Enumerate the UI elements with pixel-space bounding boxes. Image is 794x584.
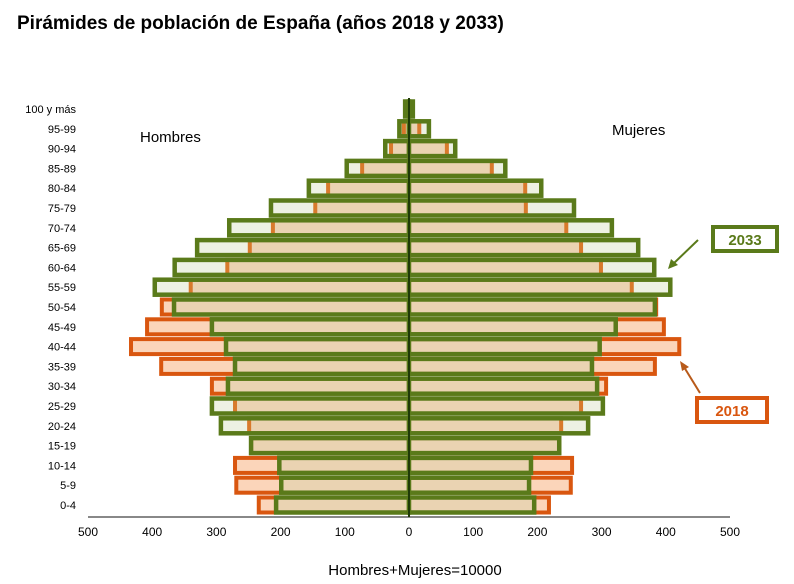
bar-overlap-fill-mujeres-20-24	[409, 418, 562, 434]
bar-overlap-fill-hombres-20-24	[249, 418, 409, 434]
bar-overlap-fill-mujeres-80-84	[409, 180, 526, 196]
bar-overlap-fill-hombres-55-59	[190, 279, 409, 295]
x-tick-label: 400	[142, 525, 162, 539]
age-label: 5-9	[60, 480, 76, 492]
bar-overlap-fill-mujeres-25-29	[409, 398, 582, 414]
legend-2033: 2033	[668, 225, 779, 269]
legend-2018: 2018	[680, 361, 769, 424]
x-tick-label: 0	[406, 525, 413, 539]
age-labels: 0-4 5-9 10-14 15-19 20-24 25-29 30-34 35-39 40-4…	[25, 104, 76, 512]
x-tick-labels: 500 400 300 200 100 0 100 200 300 400 500	[78, 525, 740, 539]
bar-overlap-fill-hombres-50-54	[174, 299, 409, 315]
age-label: 55-59	[48, 282, 76, 294]
legend-2033-box	[711, 225, 779, 253]
bar-overlap-fill-hombres-10-14	[279, 457, 409, 473]
bar-overlap-fill-hombres-5-9	[281, 477, 409, 493]
bar-overlap-fill-hombres-85-89	[362, 160, 409, 176]
bar-overlap-fill-mujeres-15-19	[409, 438, 560, 454]
legend-2018-label: 2018	[715, 403, 748, 420]
x-tick-label: 100	[463, 525, 483, 539]
bar-overlap-fill-mujeres-5-9	[409, 477, 530, 493]
bar-overlap-fill-hombres-95-99	[403, 121, 409, 137]
legend-2018-arrow	[683, 366, 701, 394]
chart-title: Pirámides de población de España (años 2…	[17, 13, 504, 34]
age-label: 85-89	[48, 163, 76, 175]
bar-overlap-fill-mujeres-60-64	[409, 259, 601, 275]
bar-overlap-fill-mujeres-40-44	[409, 339, 600, 355]
bar-overlap-fill-mujeres-75-79	[409, 200, 526, 216]
bar-overlap-fill-mujeres-0-4	[409, 497, 535, 513]
age-label: 95-99	[48, 124, 76, 136]
bar-overlap-fill-hombres-25-29	[235, 398, 409, 414]
bar-overlap-fill-mujeres-30-34	[409, 378, 598, 394]
x-tick-label: 200	[527, 525, 547, 539]
age-label: 10-14	[48, 460, 76, 472]
age-label: 80-84	[48, 183, 76, 195]
bar-overlap-fill-mujeres-65-69	[409, 240, 582, 256]
legend-2033-arrowhead	[668, 259, 678, 269]
age-label: 60-64	[48, 262, 76, 274]
age-label: 40-44	[48, 342, 76, 354]
x-tick-label: 500	[78, 525, 98, 539]
bar-overlap-fill-mujeres-85-89	[409, 160, 492, 176]
bar-overlap-fill-hombres-80-84	[328, 180, 409, 196]
x-tick-label: 100	[335, 525, 355, 539]
bar-overlap-fill-mujeres-70-74	[409, 220, 567, 236]
bar-overlap-fill-mujeres-95-99	[409, 121, 420, 137]
bar-overlap-fill-mujeres-55-59	[409, 279, 632, 295]
label-mujeres: Mujeres	[612, 122, 665, 139]
bar-overlap-fill-hombres-40-44	[226, 339, 409, 355]
bar-overlap-fill-hombres-0-4	[276, 497, 409, 513]
legend-2018-box	[695, 396, 769, 424]
age-label: 75-79	[48, 203, 76, 215]
bar-overlap-fill-mujeres-45-49	[409, 319, 616, 335]
bars-group	[129, 99, 682, 515]
bar-overlap-fill-hombres-70-74	[272, 220, 409, 236]
bar-overlap-fill-mujeres-35-39	[409, 358, 592, 374]
bar-overlap-fill-hombres-30-34	[227, 378, 409, 394]
bar-overlap-fill-hombres-60-64	[227, 259, 409, 275]
x-tick-label: 300	[206, 525, 226, 539]
x-tick-label: 500	[720, 525, 740, 539]
age-label: 25-29	[48, 401, 76, 413]
bar-overlap-fill-hombres-15-19	[251, 438, 409, 454]
bar-overlap-fill-hombres-65-69	[249, 240, 409, 256]
age-label: 35-39	[48, 361, 76, 373]
age-label: 50-54	[48, 302, 76, 314]
age-label: 20-24	[48, 421, 76, 433]
legend-2033-arrow	[671, 239, 699, 266]
age-label: 100 y más	[25, 104, 76, 116]
age-label: 65-69	[48, 243, 76, 255]
x-tick-label: 200	[271, 525, 291, 539]
age-label: 70-74	[48, 223, 76, 235]
bar-overlap-fill-hombres-35-39	[235, 358, 409, 374]
legend-2033-label: 2033	[728, 232, 761, 249]
bar-overlap-fill-mujeres-90-94	[409, 141, 447, 157]
bar-overlap-fill-mujeres-10-14	[409, 457, 531, 473]
bar-overlap-fill-hombres-45-49	[211, 319, 409, 335]
x-axis-title: Hombres+Mujeres=10000	[328, 562, 501, 579]
label-hombres: Hombres	[140, 129, 201, 146]
x-tick-label: 400	[656, 525, 676, 539]
bar-overlap-fill-mujeres-50-54	[409, 299, 655, 315]
age-label: 45-49	[48, 322, 76, 334]
age-label: 30-34	[48, 381, 76, 393]
age-label: 0-4	[60, 500, 76, 512]
legend-2018-arrowhead	[680, 361, 689, 371]
age-label: 15-19	[48, 441, 76, 453]
age-label: 90-94	[48, 144, 76, 156]
bar-overlap-fill-hombres-90-94	[391, 141, 409, 157]
bar-overlap-fill-hombres-75-79	[315, 200, 409, 216]
x-tick-label: 300	[592, 525, 612, 539]
